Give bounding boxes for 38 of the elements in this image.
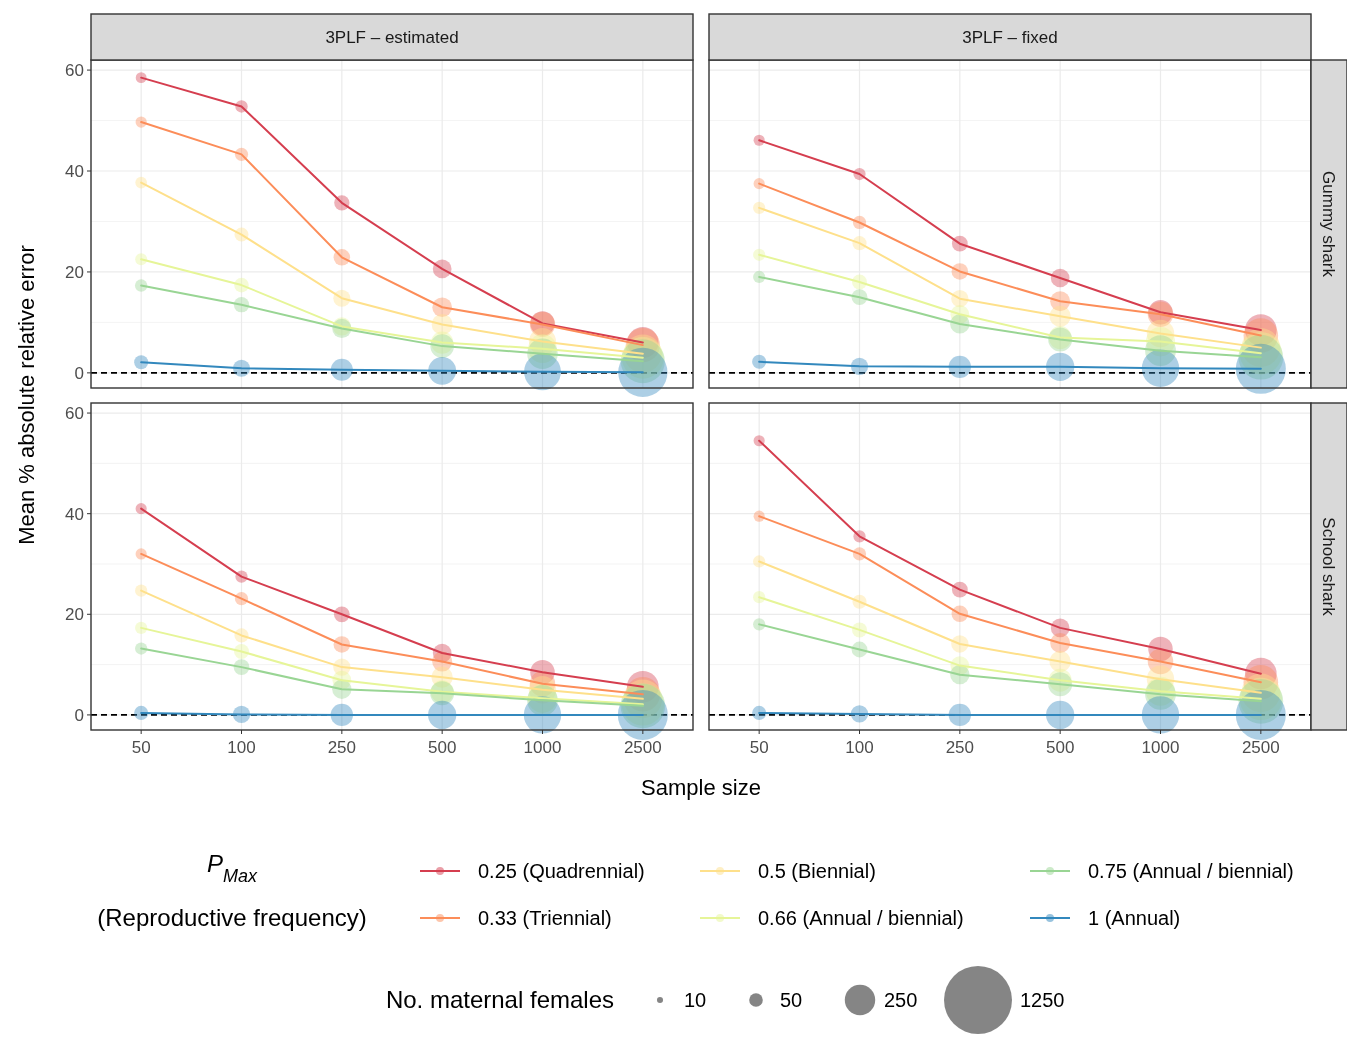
x-tick-label: 2500 <box>1241 738 1280 757</box>
y-tick-label: 60 <box>65 404 84 424</box>
x-tick-label: 2500 <box>623 738 662 757</box>
x-tick-label: 100 <box>227 738 256 757</box>
legend-label: 1 (Annual) <box>1088 907 1181 929</box>
y-tick-label: 0 <box>74 363 84 383</box>
x-tick-label: 500 <box>427 738 457 757</box>
legend-label: 0.25 (Quadrennial) <box>478 860 645 882</box>
legend-label: 1250 <box>1020 989 1065 1011</box>
y-tick-label: 20 <box>65 605 84 625</box>
chart-title: 3PLF – fixed <box>962 27 1058 47</box>
legend-label: 50 <box>780 989 803 1011</box>
legend-label: 0.5 (Biennial) <box>758 860 876 882</box>
y-tick-label: 60 <box>65 61 84 81</box>
chart-title: 3PLF – estimated <box>325 27 459 47</box>
x-tick-label: 50 <box>749 738 769 757</box>
x-tick-label: 250 <box>327 738 357 757</box>
y-tick-label: 20 <box>65 262 84 282</box>
text: Gummy shark <box>1319 171 1339 278</box>
x-tick-label: 500 <box>1045 738 1075 757</box>
legend-label: 0.33 (Triennial) <box>478 907 612 929</box>
text: School shark <box>1319 517 1339 617</box>
text: No. maternal females <box>385 986 614 1013</box>
y-tick-label: 40 <box>65 504 84 524</box>
y-tick-label: 40 <box>65 161 84 181</box>
legend-title: P$_{Max}$ (Reproductive frequency) <box>97 850 367 931</box>
x-axis-title: Sample size <box>641 775 761 800</box>
y-axis-title: Mean % absolute relative error <box>14 245 39 545</box>
x-tick-label: 100 <box>845 738 874 757</box>
legend-label: 0.66 (Annual / biennial) <box>758 907 964 929</box>
x-tick-label: 250 <box>945 738 975 757</box>
x-tick-label: 50 <box>131 738 151 757</box>
legend-label: 10 <box>684 989 707 1011</box>
x-tick-label: 1000 <box>1141 738 1180 757</box>
legend-label: 250 <box>884 989 918 1011</box>
x-tick-label: 1000 <box>523 738 562 757</box>
legend-label: 0.75 (Annual / biennial) <box>1088 860 1294 882</box>
y-tick-label: 0 <box>74 705 84 725</box>
